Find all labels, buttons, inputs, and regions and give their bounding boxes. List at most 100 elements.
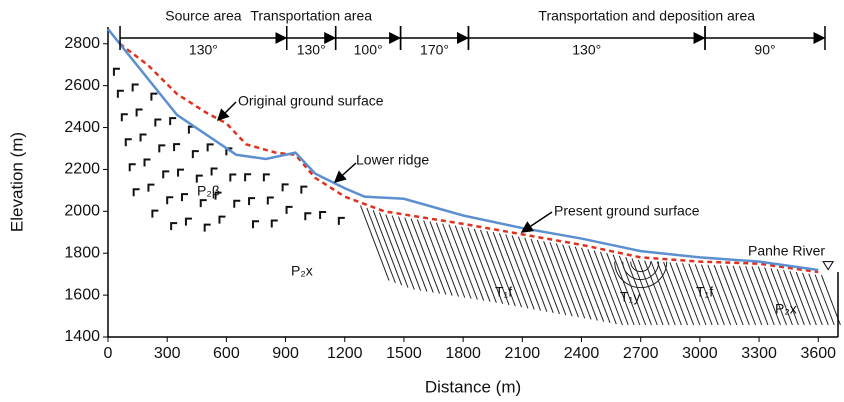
rock-label: P₂x	[291, 263, 313, 279]
segment-angle: 130°	[572, 42, 601, 58]
strata-hatch	[707, 264, 732, 326]
x-tick-label: 3600	[800, 345, 836, 362]
strata-hatch	[423, 220, 453, 296]
strata-hatch	[719, 265, 744, 326]
strata-hatch	[751, 266, 775, 326]
strata-hatch	[366, 207, 396, 284]
strata-hatch	[416, 219, 447, 295]
volcanic-symbol	[248, 197, 256, 206]
strata-hatch	[397, 216, 428, 292]
strata-hatch	[625, 257, 652, 326]
strata-hatch	[644, 260, 670, 326]
strata-hatch	[473, 228, 504, 305]
strata-hatch	[461, 226, 491, 302]
annotation-leader	[333, 162, 357, 184]
volcanic-symbol	[128, 163, 136, 172]
annotation-leader	[216, 101, 237, 122]
strata-hatch	[663, 261, 688, 326]
river-symbol	[822, 261, 835, 271]
volcanic-symbol	[147, 183, 155, 192]
series-line	[107, 28, 819, 272]
volcanic-symbol	[270, 219, 278, 228]
annotation: Present ground surface	[554, 203, 700, 219]
volcanic-symbol	[319, 210, 327, 219]
strata-hatch	[814, 274, 835, 326]
x-tick-label: 900	[272, 345, 299, 362]
series-line	[119, 42, 819, 274]
strata-hatch	[360, 205, 390, 281]
strata-hatch	[568, 245, 598, 321]
volcanic-symbol	[135, 108, 143, 117]
volcanic-symbol	[151, 209, 159, 218]
y-axis-label: Elevation (m)	[7, 132, 26, 232]
strata-hatch	[562, 244, 592, 320]
volcanic-symbol	[218, 215, 226, 224]
volcanic-symbol	[150, 92, 158, 101]
strata-hatch	[454, 225, 485, 301]
strata-hatch	[808, 273, 829, 326]
volcanic-symbol	[233, 199, 241, 208]
volcanic-symbol	[116, 89, 124, 98]
volcanic-symbol	[166, 196, 174, 205]
volcanic-symbol	[154, 118, 162, 127]
volcanic-symbol	[191, 150, 199, 159]
volcanic-symbol	[170, 222, 178, 231]
strata-hatch	[593, 250, 623, 326]
strata-hatch	[820, 274, 841, 326]
strata-hatch	[612, 254, 641, 326]
y-tick-label: 1600	[64, 286, 100, 303]
x-tick-label: 3300	[741, 345, 777, 362]
strata-hatch	[543, 240, 573, 317]
x-tick-label: 0	[104, 345, 113, 362]
strata-hatch	[713, 264, 738, 326]
volcanic-symbol	[252, 220, 260, 229]
volcanic-symbol	[132, 188, 140, 197]
zone-label: Transportation and deposition area	[538, 8, 755, 24]
volcanic-symbol	[120, 113, 128, 122]
strata-hatch	[549, 242, 579, 318]
volcanic-symbol	[266, 196, 274, 205]
strata-hatch	[410, 218, 441, 294]
zone-label: Transportation area	[250, 8, 372, 24]
strata-hatch	[757, 266, 781, 326]
rock-label: T₁f	[495, 284, 512, 300]
strata-hatch	[448, 224, 478, 300]
strata-hatch	[404, 217, 434, 293]
strata-hatch	[770, 268, 793, 326]
segment-angle: 170°	[420, 42, 449, 58]
volcanic-symbol	[169, 117, 177, 126]
strata-hatch	[530, 238, 560, 315]
x-tick-label: 300	[154, 345, 181, 362]
volcanic-symbol	[281, 183, 289, 192]
x-tick-label: 1500	[386, 345, 422, 362]
strata-hatch	[802, 272, 823, 326]
strata-hatch	[795, 271, 817, 326]
strata-hatch	[435, 222, 466, 298]
strata-hatch	[442, 223, 472, 299]
strata-hatch	[764, 267, 787, 326]
strata-hatch	[379, 212, 409, 288]
volcanic-symbol	[206, 143, 214, 152]
strata-hatch	[783, 269, 805, 326]
volcanic-symbol	[180, 193, 188, 202]
volcanic-symbol	[131, 83, 139, 92]
strata-hatch	[492, 232, 523, 308]
segment-angle: 130°	[297, 42, 326, 58]
x-tick-label: 1200	[327, 345, 363, 362]
volcanic-symbol	[124, 138, 132, 147]
y-tick-label: 2800	[64, 35, 100, 52]
annotation: Panhe River	[748, 243, 825, 259]
strata-hatch	[498, 233, 529, 309]
strata-hatch	[574, 246, 605, 322]
x-tick-label: 1800	[445, 345, 481, 362]
strata-hatch	[511, 235, 542, 311]
fold-arc	[622, 261, 660, 281]
x-tick-label: 2100	[505, 345, 541, 362]
strata-hatch	[480, 229, 510, 306]
volcanic-symbol	[244, 173, 252, 182]
rock-label: P₂x	[775, 301, 797, 317]
y-tick-label: 1800	[64, 244, 100, 261]
strata-hatch	[587, 249, 617, 325]
volcanic-symbol	[304, 212, 312, 221]
